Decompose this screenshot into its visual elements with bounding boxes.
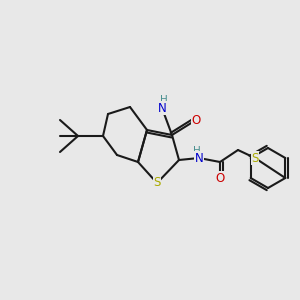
Text: H: H [193, 146, 201, 156]
Text: S: S [153, 176, 161, 190]
Text: O: O [215, 172, 225, 184]
Text: N: N [195, 152, 203, 164]
Text: H: H [160, 95, 168, 105]
Text: N: N [158, 101, 166, 115]
Text: S: S [251, 152, 259, 164]
Text: O: O [191, 113, 201, 127]
